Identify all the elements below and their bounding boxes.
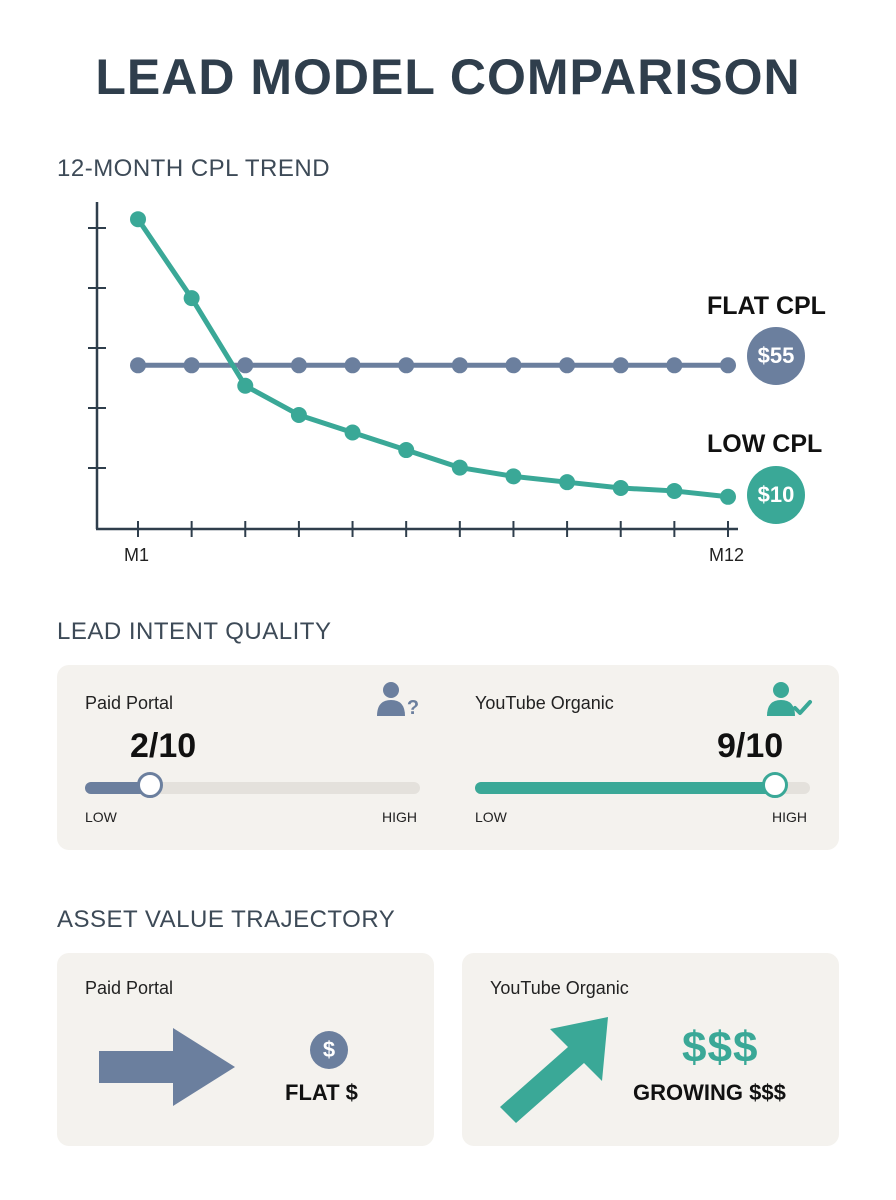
asset-paid-card: Paid Portal $ FLAT $	[57, 953, 434, 1146]
dollar-stack-icon: $$$	[682, 1023, 759, 1072]
intent-paid-low: LOW	[85, 809, 117, 825]
point-flat-cpl-M6	[398, 357, 415, 374]
point-flat-cpl-M4	[290, 357, 307, 374]
intent-youtube-handle[interactable]	[761, 772, 788, 798]
point-low-cpl-M2	[183, 290, 200, 307]
asset-youtube-name: YouTube Organic	[490, 978, 629, 998]
flat-cpl-badge: $55	[747, 327, 805, 385]
asset-paid-name: Paid Portal	[85, 978, 174, 998]
point-flat-cpl-M3	[237, 357, 254, 374]
point-low-cpl-M10	[612, 480, 629, 497]
point-low-cpl-M1	[130, 211, 146, 228]
point-flat-cpl-M8	[505, 357, 522, 374]
user-check-icon	[767, 682, 812, 716]
intent-youtube-slider[interactable]	[475, 772, 810, 798]
x-tick-end: M12	[709, 545, 745, 565]
asset-paid-label: FLAT $	[285, 1080, 358, 1105]
point-flat-cpl-M7	[451, 357, 468, 374]
point-low-cpl-M4	[290, 406, 307, 423]
user-question-icon: ?	[377, 682, 419, 719]
point-low-cpl-M12	[720, 488, 736, 505]
intent-youtube-high: HIGH	[772, 809, 807, 825]
point-low-cpl-M8	[505, 468, 522, 485]
asset-section-title: ASSET VALUE TRAJECTORY	[57, 906, 396, 933]
low-cpl-badge: $10	[747, 466, 805, 524]
intent-paid-handle[interactable]	[137, 772, 163, 798]
page-title: LEAD MODEL COMPARISON	[95, 49, 801, 105]
intent-paid-name: Paid Portal	[85, 693, 174, 713]
chart-series	[130, 211, 736, 505]
intent-paid-fill	[85, 782, 152, 794]
point-low-cpl-M7	[451, 459, 468, 476]
intent-section-title: LEAD INTENT QUALITY	[57, 618, 332, 645]
point-low-cpl-M5	[344, 424, 361, 441]
point-low-cpl-M6	[398, 442, 415, 459]
flat-arrow-icon	[99, 1028, 235, 1106]
chart-axes	[88, 202, 738, 537]
svg-text:?: ?	[407, 697, 419, 719]
point-flat-cpl-M11	[666, 357, 683, 374]
cpl-line-chart	[88, 202, 738, 537]
series-line-low-cpl	[135, 216, 731, 500]
flat-cpl-label: FLAT CPL	[707, 292, 826, 320]
point-low-cpl-M9	[559, 474, 576, 491]
intent-card: Paid Portal ? 2/10 LOW HIGH YouTube Orga…	[57, 665, 839, 850]
point-flat-cpl-M5	[344, 357, 361, 374]
intent-youtube-fill	[475, 782, 777, 794]
point-flat-cpl-M2	[183, 357, 200, 374]
x-tick-start: M1	[124, 545, 150, 565]
intent-paid-slider[interactable]	[85, 772, 420, 798]
intent-youtube-name: YouTube Organic	[475, 693, 614, 713]
low-cpl-label: LOW CPL	[707, 430, 823, 458]
rising-arrow-icon	[500, 1017, 608, 1123]
intent-youtube-low: LOW	[475, 809, 507, 825]
cpl-section-title: 12-MONTH CPL TREND	[57, 155, 331, 182]
point-low-cpl-M11	[666, 482, 683, 499]
point-flat-cpl-M9	[559, 357, 576, 374]
asset-youtube-card: YouTube Organic $$$ GROWING $$$	[462, 953, 839, 1146]
point-flat-cpl-M1	[130, 357, 146, 374]
asset-youtube-label: GROWING $$$	[633, 1080, 786, 1105]
intent-paid-score: 2/10	[130, 727, 197, 765]
dollar-coin-icon: $	[310, 1031, 348, 1069]
point-low-cpl-M3	[237, 377, 254, 394]
intent-paid-high: HIGH	[382, 809, 417, 825]
point-flat-cpl-M12	[720, 357, 736, 374]
point-flat-cpl-M10	[612, 357, 629, 374]
intent-youtube-score: 9/10	[717, 727, 784, 765]
